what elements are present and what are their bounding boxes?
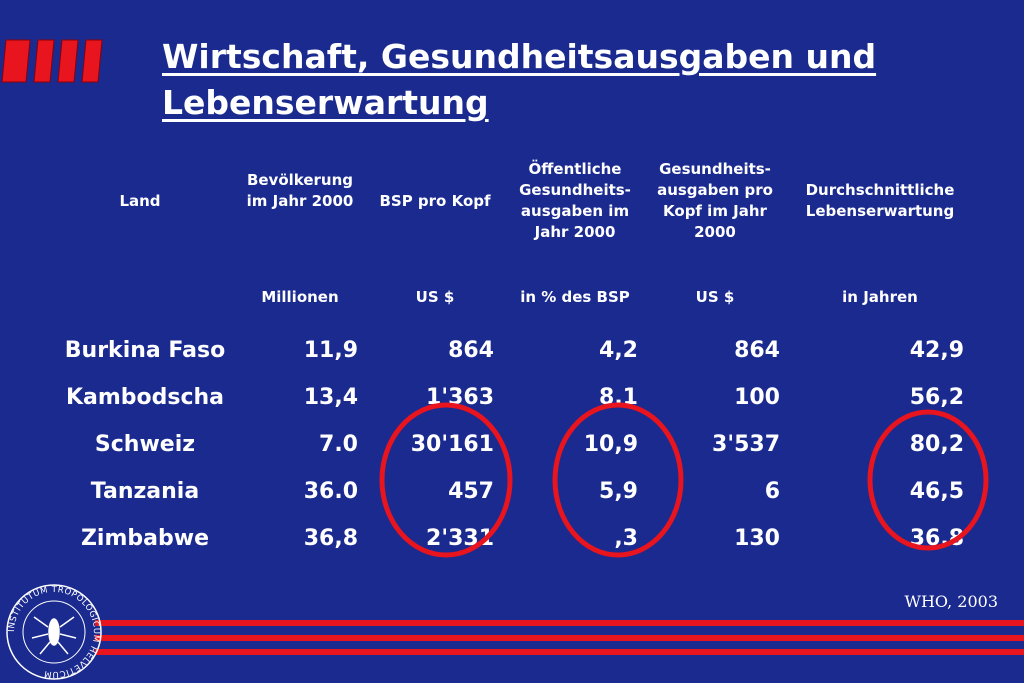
source-note: WHO, 2003 [904,592,998,611]
table-row: Tanzania 36.0 457 5,9 6 46,5 [0,472,1024,512]
public-health-cell: 4,2 [599,338,638,363]
gnp-cell: 457 [448,479,494,504]
page-title: Wirtschaft, Gesundheitsausgaben und Lebe… [162,37,877,122]
header-lebenserwartung: Durchschnittliche Lebenserwartung [805,181,955,220]
population-cell: 36.0 [303,479,358,504]
header-bsp: BSP pro Kopf [379,192,491,210]
health-expenditure-cell: 100 [734,385,780,410]
life-expectancy-cell: 42,9 [909,338,964,363]
country-cell: Schweiz [94,432,196,457]
header-gesundheit: Gesundheits-ausgaben pro Kopf im Jahr 20… [657,160,773,241]
health-expenditure-cell: 3'537 [712,432,780,457]
country-cell: Kambodscha [65,385,225,410]
table-row: Kambodscha 13,4 1'363 8,1 100 56,2 [0,378,1024,418]
country-cell: Zimbabwe [80,526,209,551]
table-row: Burkina Faso 11,9 864 4,2 864 42,9 [0,331,1024,371]
life-expectancy-cell: 36,8 [909,526,964,551]
health-expenditure-cell: 6 [764,479,780,504]
public-health-cell: 5,9 [599,479,638,504]
header-oeffentlich: Öffentliche Gesundheits-ausgaben im Jahr… [519,160,631,241]
health-expenditure-cell: 864 [734,338,780,363]
public-health-cell: 10,9 [583,432,638,457]
public-health-cell: ,3 [614,526,638,551]
header-bevoelkerung: Bevölkerung im Jahr 2000 [246,171,354,210]
population-cell: 36,8 [303,526,358,551]
unit-lebenserwartung: in Jahren [842,288,918,306]
gnp-cell: 30'161 [410,432,494,457]
health-expenditure-cell: 130 [734,526,780,551]
country-cell: Tanzania [90,479,200,504]
unit-oeffentlich: in % des BSP [520,288,630,306]
table-row: Zimbabwe 36,8 2'331 ,3 130 36,8 [0,519,1024,559]
institute-seal-icon: INSTITUTUM TROPOLOGICUM HELVETICUM [6,584,102,680]
decorative-stripes [95,620,1024,655]
country-cell: Burkina Faso [64,338,226,363]
gnp-cell: 2'331 [426,526,494,551]
gnp-cell: 1'363 [426,385,494,410]
life-expectancy-cell: 56,2 [909,385,964,410]
unit-bevoelkerung: Millionen [261,288,339,306]
population-cell: 11,9 [303,338,358,363]
unit-bsp: US $ [415,288,455,306]
life-expectancy-cell: 80,2 [909,432,964,457]
population-cell: 7.0 [319,432,358,457]
unit-gesundheit: US $ [695,288,735,306]
header-land: Land [119,192,161,210]
gnp-cell: 864 [448,338,494,363]
public-health-cell: 8,1 [599,385,638,410]
population-cell: 13,4 [303,385,358,410]
logo-bars-icon [1,39,103,83]
life-expectancy-cell: 46,5 [909,479,964,504]
table-row: Schweiz 7.0 30'161 10,9 3'537 80,2 [0,425,1024,465]
